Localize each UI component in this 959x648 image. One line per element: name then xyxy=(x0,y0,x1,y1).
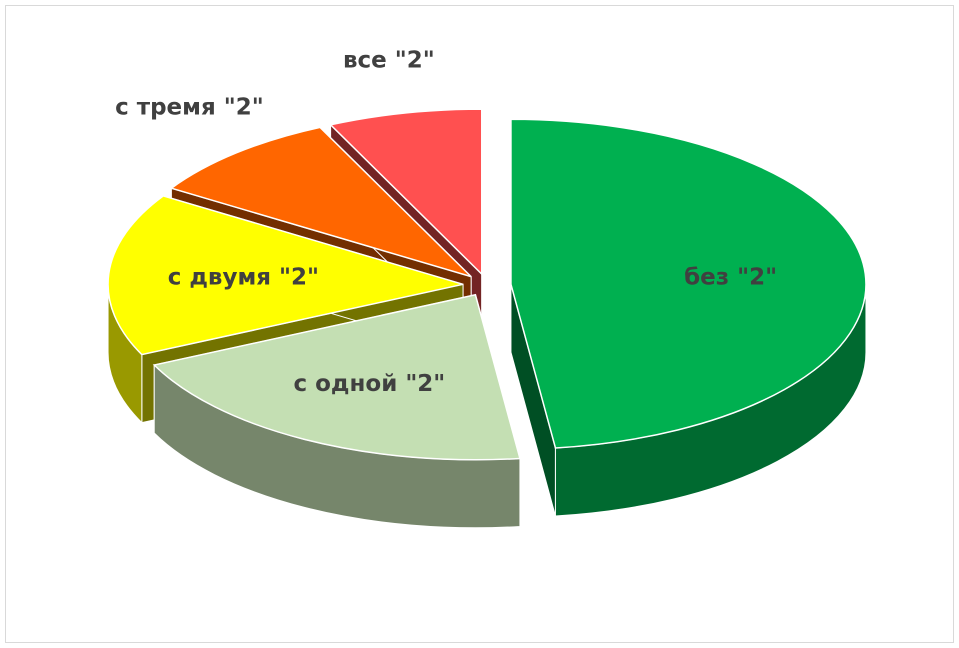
pie-slice xyxy=(152,293,521,529)
slice-top xyxy=(107,195,464,356)
slice-label: с тремя "2" xyxy=(115,95,264,121)
slice-top xyxy=(169,126,472,278)
slice-label: с двумя "2" xyxy=(168,264,319,290)
slice-label: все "2" xyxy=(343,47,435,73)
slice-top xyxy=(329,108,483,276)
pie-slice xyxy=(510,118,867,517)
slice-label: с одной "2" xyxy=(293,371,445,397)
slice-top xyxy=(510,118,867,449)
slice-label: без "2" xyxy=(684,264,777,290)
slice-top xyxy=(152,293,521,461)
